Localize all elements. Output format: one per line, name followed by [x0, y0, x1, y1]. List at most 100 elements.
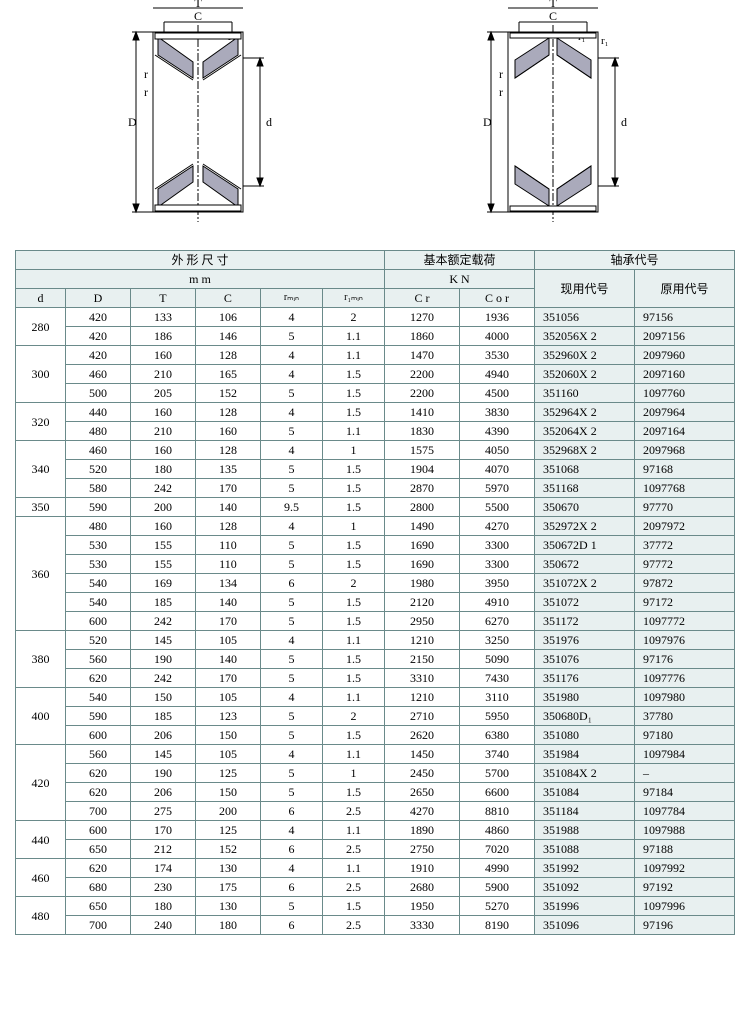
table-row: 30042016012841.114703530352960X 22097960 [15, 346, 734, 365]
cell-Cor: 5950 [460, 707, 535, 726]
table-row: 40054015010541.1121031103519801097980 [15, 688, 734, 707]
cell-now: 351092 [535, 878, 635, 897]
svg-text:D: D [483, 115, 492, 129]
cell-Cor: 7430 [460, 669, 535, 688]
cell-now: 352056X 2 [535, 327, 635, 346]
cell-now: 352064X 2 [535, 422, 635, 441]
cell-D: 600 [65, 821, 130, 840]
cell-rmin: 5 [260, 764, 322, 783]
cell-Cor: 8810 [460, 802, 535, 821]
table-row: 53015511051.51690330035067297772 [15, 555, 734, 574]
cell-old: 97168 [635, 460, 735, 479]
cell-Cor: 4270 [460, 517, 535, 536]
table-row: 70024018062.53330819035109697196 [15, 916, 734, 935]
cell-rmin: 4 [260, 859, 322, 878]
cell-d: 350 [15, 498, 65, 517]
cell-Cr: 1950 [385, 897, 460, 916]
cell-now: 351976 [535, 631, 635, 650]
cell-rmin: 5 [260, 479, 322, 498]
cell-T: 210 [130, 365, 195, 384]
cell-Cr: 2620 [385, 726, 460, 745]
cell-now: 351184 [535, 802, 635, 821]
cell-T: 185 [130, 593, 195, 612]
table-row: 53015511051.516903300350672D 137772 [15, 536, 734, 555]
table-row: 3404601601284115754050352968X 22097968 [15, 441, 734, 460]
cell-D: 700 [65, 916, 130, 935]
hdr-col-d: d [15, 289, 65, 308]
cell-old: 2097972 [635, 517, 735, 536]
cell-C: 105 [195, 745, 260, 764]
cell-old: 1097988 [635, 821, 735, 840]
cell-T: 150 [130, 688, 195, 707]
cell-r1min: 1.5 [322, 593, 384, 612]
table-row: 54018514051.52120491035107297172 [15, 593, 734, 612]
cell-Cr: 1690 [385, 536, 460, 555]
cell-D: 520 [65, 460, 130, 479]
cell-C: 123 [195, 707, 260, 726]
cell-C: 128 [195, 403, 260, 422]
table-row: 6201901255124505700351084X 2– [15, 764, 734, 783]
cell-r1min: 1.5 [322, 365, 384, 384]
cell-old: 97156 [635, 308, 735, 327]
svg-text:D: D [128, 115, 137, 129]
cell-r1min: 1.1 [322, 859, 384, 878]
cell-T: 133 [130, 308, 195, 327]
cell-Cor: 5900 [460, 878, 535, 897]
cell-r1min: 1 [322, 441, 384, 460]
cell-Cr: 1210 [385, 631, 460, 650]
cell-D: 650 [65, 840, 130, 859]
cell-Cr: 3310 [385, 669, 460, 688]
cell-Cor: 3300 [460, 536, 535, 555]
cell-r1min: 1.1 [322, 821, 384, 840]
cell-Cor: 6380 [460, 726, 535, 745]
cell-r1min: 2.5 [322, 802, 384, 821]
table-row: 48021016051.118304390352064X 22097164 [15, 422, 734, 441]
cell-now: 350670 [535, 498, 635, 517]
cell-T: 240 [130, 916, 195, 935]
hdr-col-Cor: C o r [460, 289, 535, 308]
cell-Cor: 4070 [460, 460, 535, 479]
cell-r1min: 1.1 [322, 346, 384, 365]
cell-rmin: 4 [260, 403, 322, 422]
cell-Cr: 2800 [385, 498, 460, 517]
cell-now: 351076 [535, 650, 635, 669]
cell-D: 560 [65, 745, 130, 764]
cell-D: 520 [65, 631, 130, 650]
cell-rmin: 4 [260, 517, 322, 536]
cell-rmin: 9.5 [260, 498, 322, 517]
table-row: 58024217051.5287059703511681097768 [15, 479, 734, 498]
cell-C: 128 [195, 441, 260, 460]
cell-d: 480 [15, 897, 65, 935]
cell-old: 1097996 [635, 897, 735, 916]
svg-text:d: d [621, 115, 627, 129]
cell-T: 169 [130, 574, 195, 593]
cell-D: 620 [65, 764, 130, 783]
cell-D: 540 [65, 574, 130, 593]
cell-C: 165 [195, 365, 260, 384]
cell-T: 210 [130, 422, 195, 441]
svg-text:r: r [499, 85, 503, 99]
table-row: 46021016541.522004940352060X 22097160 [15, 365, 734, 384]
cell-Cr: 1575 [385, 441, 460, 460]
cell-C: 152 [195, 384, 260, 403]
cell-T: 170 [130, 821, 195, 840]
hdr-mm: m m [15, 270, 384, 289]
cell-now: 350672D 1 [535, 536, 635, 555]
cell-old: 1097980 [635, 688, 735, 707]
cell-d: 360 [15, 517, 65, 631]
cell-old: 97180 [635, 726, 735, 745]
cell-D: 580 [65, 479, 130, 498]
table-row: 3604801601284114904270352972X 22097972 [15, 517, 734, 536]
cell-T: 155 [130, 555, 195, 574]
cell-T: 200 [130, 498, 195, 517]
table-row: 38052014510541.1121032503519761097976 [15, 631, 734, 650]
cell-C: 128 [195, 517, 260, 536]
cell-C: 110 [195, 555, 260, 574]
cell-C: 125 [195, 764, 260, 783]
cell-Cr: 1450 [385, 745, 460, 764]
svg-text:C: C [193, 9, 201, 23]
cell-now: 351992 [535, 859, 635, 878]
hdr-col-D: D [65, 289, 130, 308]
cell-C: 130 [195, 897, 260, 916]
cell-Cor: 4990 [460, 859, 535, 878]
